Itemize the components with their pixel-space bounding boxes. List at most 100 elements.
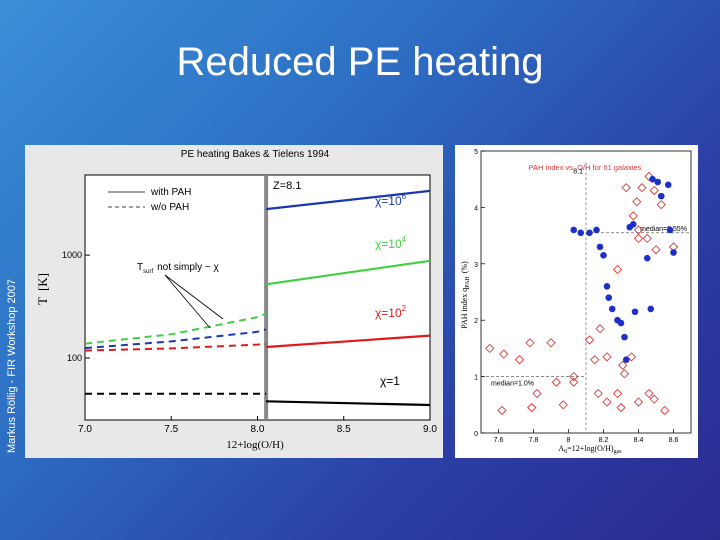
left-plot: PE heating Bakes & Tielens 1994 χ=106 χ=1…: [35, 149, 437, 451]
ref-x-label: 8.1: [573, 169, 583, 176]
open-diamond-point: [660, 405, 670, 416]
open-diamond-point: [651, 245, 661, 255]
right-y-tick-label: 0: [474, 431, 478, 438]
open-diamond-point: [618, 360, 628, 370]
open-diamond-point: [514, 355, 525, 365]
series-line-solid-3: [266, 400, 431, 407]
annotation-t: Tsurf not simply ~ χ: [137, 262, 220, 275]
open-diamond-point: [612, 388, 623, 399]
open-diamond-point: [616, 402, 626, 413]
open-diamond-point: [626, 352, 637, 362]
open-diamond-point: [546, 338, 556, 348]
series-line-solid-1: [265, 259, 431, 286]
filled-circle-point: [605, 294, 613, 301]
right-xlabel: A0=12+log(O/H)gas: [558, 444, 622, 455]
open-diamond-point: [656, 199, 666, 210]
filled-circle-point: [654, 178, 662, 186]
left-x-tick-label: 7.5: [164, 424, 178, 435]
filled-circle-point: [586, 229, 593, 237]
open-diamond-point: [595, 324, 605, 334]
z-label: Z=8.1: [273, 180, 301, 192]
filled-circle-point: [621, 333, 628, 341]
right-x-tick-label: 8.6: [669, 437, 679, 444]
chi-label-1: χ=104: [375, 235, 407, 251]
right-y-tick-label: 5: [474, 149, 478, 156]
open-diamond-point: [602, 397, 612, 407]
right-x-tick-label: 8: [567, 437, 571, 444]
open-diamond-point: [633, 397, 644, 407]
open-diamond-point: [628, 211, 638, 221]
filled-circle-point: [631, 308, 639, 316]
filled-circle-point: [593, 226, 600, 234]
open-diamond-point: [649, 185, 659, 196]
open-diamond-point: [499, 349, 509, 359]
filled-circle-point: [596, 243, 604, 251]
right-plot: PAH index vs. O/H for 61 galaxies 8.1 med…: [460, 149, 692, 455]
left-x-tick-label: 8.0: [251, 424, 265, 435]
annotation-arrow-1: [164, 274, 211, 329]
chi-label-3: χ=1: [380, 374, 400, 388]
filled-circle-point: [600, 252, 607, 259]
filled-circle-point: [649, 175, 656, 183]
open-diamond-point: [602, 352, 612, 362]
open-diamond-point: [633, 233, 644, 244]
open-diamond-point: [590, 355, 600, 365]
left-y-tick-label: 1000: [62, 250, 82, 260]
annotation-arrow-2: [164, 274, 224, 320]
open-diamond-point: [584, 335, 595, 345]
filled-circle-point: [626, 223, 634, 231]
open-diamond-point: [642, 233, 652, 244]
left-x-tick-label: 7.0: [78, 424, 92, 435]
right-y-tick-label: 2: [474, 318, 478, 325]
side-label: Markus Röllig - FIR Workshop 2007: [6, 278, 18, 454]
filled-circle-point: [570, 226, 578, 234]
filled-circle-point: [647, 305, 655, 313]
filled-circle-point: [664, 181, 672, 189]
right-ylabel: PAH index qPAH(%): [460, 261, 471, 329]
filled-circle-point: [670, 249, 677, 256]
open-diamond-point: [621, 183, 631, 193]
left-plot-area: [84, 174, 431, 421]
right-x-tick-label: 8.2: [599, 437, 609, 444]
legend-solid-label: with PAH: [150, 187, 191, 198]
left-y-tick-label: 100: [67, 353, 82, 363]
series-line-solid-0: [265, 189, 431, 211]
median-low-label: median=1.0%: [491, 381, 534, 388]
open-diamond-point: [525, 338, 535, 348]
legend-dashed-label: w/o PAH: [150, 202, 189, 213]
open-diamond-point: [558, 400, 568, 410]
open-diamond-point: [497, 405, 507, 416]
left-x-tick-label: 9.0: [423, 424, 437, 435]
right-figure: PAH index vs. O/H for 61 galaxies 8.1 med…: [455, 145, 698, 458]
open-diamond-point: [637, 183, 647, 193]
left-xlabel: 12+log(O/H): [226, 439, 284, 451]
open-diamond-point: [551, 377, 561, 387]
open-diamond-point: [527, 402, 537, 413]
right-x-tick-label: 7.6: [494, 437, 504, 444]
filled-circle-point: [666, 226, 674, 234]
right-y-tick-label: 4: [474, 205, 478, 212]
right-x-tick-label: 7.8: [529, 437, 539, 444]
open-diamond-point: [644, 171, 654, 182]
left-x-tick-label: 8.5: [337, 424, 351, 435]
filled-circle-point: [657, 192, 665, 200]
filled-circle-point: [622, 356, 630, 363]
chi-label-2: χ=102: [375, 304, 407, 320]
filled-circle-point: [577, 229, 585, 237]
left-figure: PE heating Bakes & Tielens 1994 χ=106 χ=1…: [25, 145, 443, 458]
slide-title: Reduced PE heating: [176, 40, 544, 84]
open-diamond-point: [532, 388, 542, 399]
filled-circle-point: [603, 283, 611, 290]
left-ylabel: T[K]: [35, 273, 50, 305]
left-plot-title: PE heating Bakes & Tielens 1994: [181, 149, 330, 160]
right-y-tick-label: 1: [474, 375, 478, 382]
open-diamond-point: [593, 388, 603, 399]
open-diamond-point: [569, 377, 579, 387]
median-high-label: median=3.55%: [640, 226, 687, 233]
open-diamond-point: [569, 371, 579, 382]
open-diamond-point: [485, 343, 495, 354]
right-x-tick-label: 8.4: [634, 437, 644, 444]
open-diamond-point: [632, 197, 642, 207]
open-diamond-point: [649, 394, 659, 404]
open-diamond-point: [619, 369, 630, 379]
